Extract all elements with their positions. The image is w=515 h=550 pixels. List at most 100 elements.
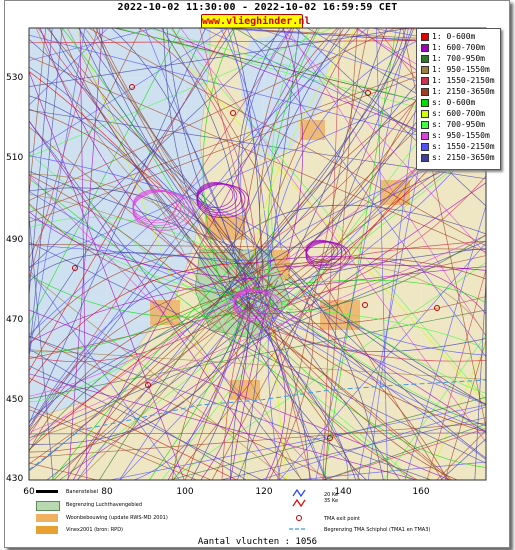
flight-track — [137, 28, 258, 269]
legend-label: s: 700-950m — [432, 120, 485, 129]
grid-lines — [29, 28, 486, 480]
flight-track — [288, 265, 486, 405]
flight-track — [29, 155, 290, 252]
legend-swatch — [421, 109, 429, 118]
flight-track — [284, 278, 486, 406]
map-border — [28, 27, 487, 481]
legend-entry: s: 2150-3650m — [421, 153, 495, 164]
flight-track — [256, 234, 486, 315]
flight-track — [277, 28, 369, 480]
flight-track — [243, 28, 300, 480]
flight-track — [46, 139, 486, 480]
flight-track — [29, 309, 451, 480]
flight-track — [169, 261, 486, 480]
flight-track — [268, 273, 314, 480]
x-tick-label: 60 — [23, 487, 35, 497]
flight-track — [29, 46, 486, 213]
flight-track — [236, 28, 415, 480]
legend-entry: s: 700-950m — [421, 120, 485, 131]
tma-boundary-icon — [289, 528, 307, 530]
flight-track — [323, 28, 397, 480]
flight-track — [29, 266, 273, 403]
flight-track — [228, 296, 349, 480]
flight-track — [29, 28, 181, 325]
flight-track — [37, 28, 243, 283]
flight-track — [295, 28, 486, 207]
flight-track — [29, 302, 246, 363]
flight-track — [225, 310, 486, 362]
flight-track — [230, 280, 279, 480]
flight-track — [267, 28, 321, 308]
tma-exit-label: TMA exit point — [324, 516, 361, 522]
flight-track — [29, 432, 486, 435]
map-key-label: Woonbebouwing (update RWS-MD 2001) — [66, 515, 168, 521]
legend-swatch — [421, 153, 429, 162]
flight-track — [29, 28, 228, 154]
holding-pattern — [233, 290, 283, 322]
flight-track — [29, 377, 238, 480]
legend-entry: 1: 700-950m — [421, 54, 485, 65]
altitude-legend: 1: 0-600m 1: 600-700m 1: 700-950m 1: 950… — [416, 28, 501, 170]
flight-track — [29, 295, 235, 451]
flight-track — [282, 28, 304, 260]
flight-track — [271, 289, 486, 431]
flight-track — [238, 295, 357, 480]
flight-track — [79, 28, 88, 480]
legend-label: s: 600-700m — [432, 109, 485, 118]
flight-track — [267, 307, 281, 480]
map-key-label: Begrenzing Luchthavengebied — [66, 502, 143, 508]
flight-track — [29, 65, 486, 268]
flight-track — [270, 28, 316, 255]
flight-track — [229, 266, 486, 297]
flight-track — [233, 260, 311, 480]
x-tick-label: 140 — [334, 487, 352, 497]
flight-track — [29, 336, 433, 480]
flight-track — [276, 270, 486, 394]
holding-pattern — [132, 191, 194, 231]
legend-label: s: 0-600m — [432, 98, 476, 107]
x-tick-label: 80 — [101, 487, 113, 497]
flight-track — [29, 240, 486, 439]
flight-track — [29, 120, 281, 480]
flight-track — [29, 187, 263, 291]
flight-track — [404, 204, 486, 480]
flight-track — [288, 28, 388, 273]
flight-track — [29, 170, 244, 251]
y-tick-label: 470 — [6, 315, 24, 325]
flight-track — [277, 292, 448, 480]
flight-track — [163, 28, 245, 287]
legend-swatch — [421, 43, 429, 52]
flight-track — [259, 28, 339, 273]
flight-track — [248, 303, 459, 480]
flight-track — [227, 28, 272, 271]
flight-track — [29, 194, 268, 276]
flight-track — [267, 262, 486, 338]
legend-entry: s: 0-600m — [421, 98, 475, 109]
flight-track — [426, 268, 486, 480]
legend-swatch — [421, 32, 429, 41]
flight-track — [224, 28, 407, 288]
legend-swatch — [421, 142, 429, 151]
legend-label: 1: 950-1550m — [432, 65, 490, 74]
flight-track — [229, 28, 345, 252]
flight-track — [440, 438, 486, 480]
flight-track — [29, 301, 233, 423]
y-tick-label: 490 — [6, 235, 24, 245]
flight-track — [29, 28, 142, 260]
tma-exit-points — [72, 84, 440, 441]
map-key-label: Banenstelsel — [66, 489, 99, 495]
legend-label: 1: 600-700m — [432, 43, 485, 52]
flight-track — [29, 108, 281, 317]
flight-track — [29, 260, 266, 438]
flight-track — [29, 216, 486, 406]
flight-track — [119, 292, 271, 480]
x-tick-label: 120 — [255, 487, 273, 497]
vinex-swatch — [36, 526, 58, 534]
flight-track — [29, 34, 486, 154]
flight-track — [280, 28, 486, 255]
flight-track — [29, 405, 213, 480]
flight-track — [202, 28, 236, 321]
flight-track — [436, 429, 486, 480]
legend-label: 1: 0-600m — [432, 32, 476, 41]
runway-swatch — [36, 490, 58, 493]
